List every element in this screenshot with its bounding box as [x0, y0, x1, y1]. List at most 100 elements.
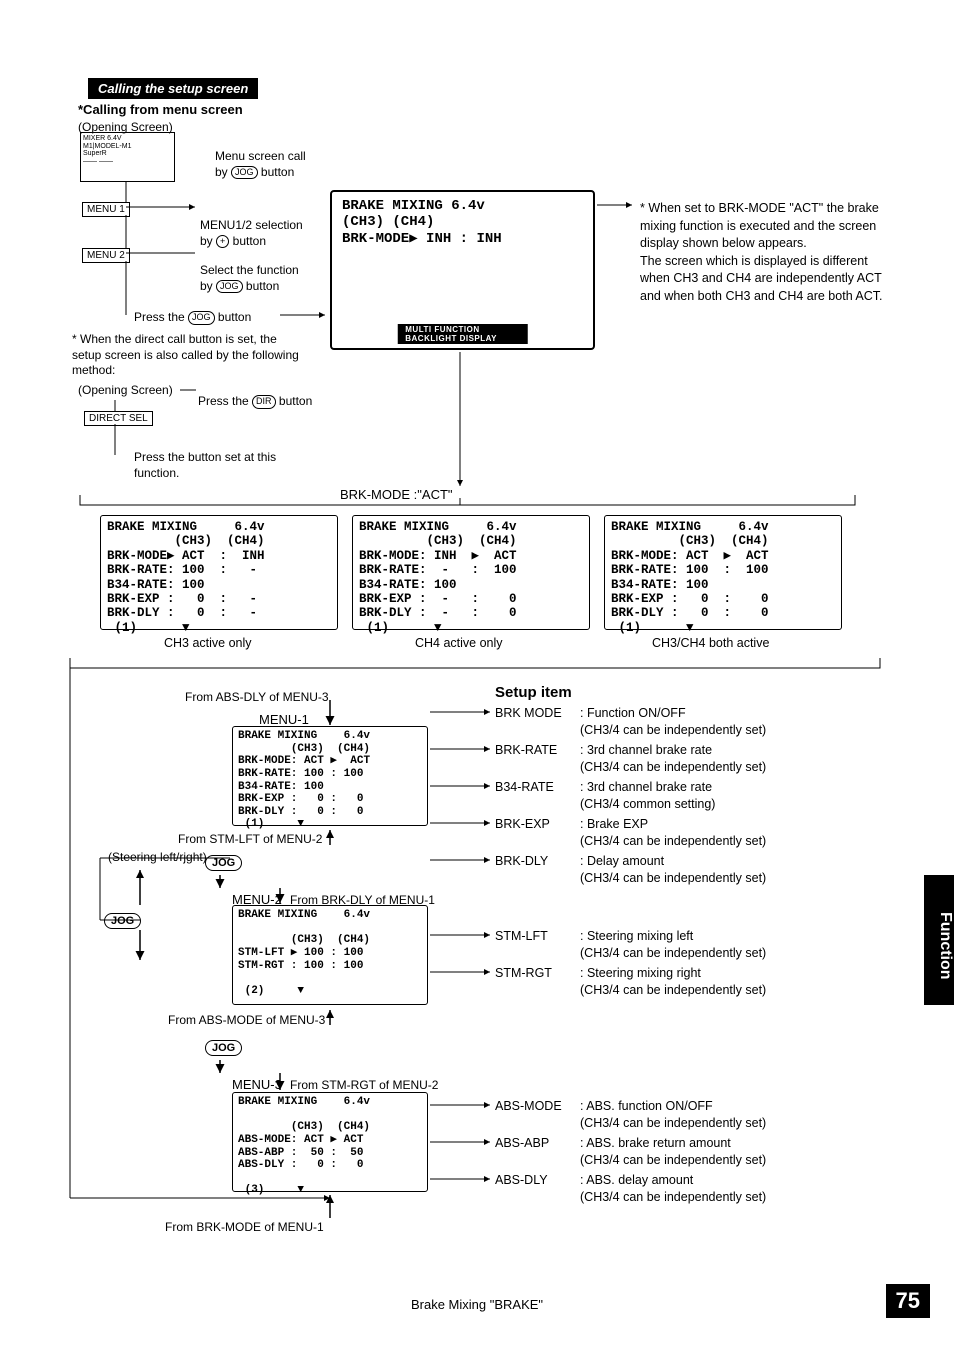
instr-menu-call: Menu screen call by JOG button — [215, 149, 306, 180]
instr-text: Select the function — [200, 263, 299, 279]
instr-select-fn: Select the function by JOG button — [200, 263, 299, 294]
setup-absmode: ABS-MODE: ABS. function ON/OFF (CH3/4 ca… — [495, 1098, 864, 1132]
lcd-flow-menu2: BRAKE MIXING 6.4v (CH3) (CH4) STM-LFT ▶ … — [232, 905, 428, 1005]
by-text: by — [215, 165, 228, 179]
jog-badge: JOG — [205, 1040, 242, 1056]
brk-mode-act-note: * When set to BRK-MODE "ACT" the brake m… — [640, 200, 895, 305]
setup-b34rate: B34-RATE: 3rd channel brake rate (CH3/4 … — [495, 779, 864, 813]
opening-screen-label-2: (Opening Screen) — [78, 383, 173, 397]
button-suffix: button — [218, 310, 251, 324]
from-brkmode-menu1: From BRK-MODE of MENU-1 — [165, 1220, 324, 1234]
press-text: Press the — [134, 310, 185, 324]
button-suffix: button — [246, 279, 279, 293]
instr-press-jog: Press the JOG button — [134, 310, 251, 326]
sub: (CH3/4 can be independently set) — [580, 1116, 766, 1130]
instr-press-dir: Press the DIR button — [198, 394, 312, 410]
main-brake-mixing-lcd: BRAKE MIXING 6.4v (CH3) (CH4) BRK-MODE▶ … — [330, 190, 595, 350]
sub: (CH3/4 can be independently set) — [580, 983, 766, 997]
desc: : ABS. brake return amount — [580, 1136, 731, 1150]
menu2-box: MENU 2 — [82, 248, 130, 263]
param: B34-RATE — [495, 779, 580, 796]
jog-badge: JOG — [104, 913, 141, 929]
page-number: 75 — [886, 1284, 930, 1318]
side-tab-function: Function — [924, 875, 954, 1005]
sub: (CH3/4 common setting) — [580, 797, 715, 811]
lcd-flow-menu3: BRAKE MIXING 6.4v (CH3) (CH4) ABS-MODE: … — [232, 1092, 428, 1192]
steering-lr-label: (Steering left/rjght) — [108, 850, 207, 864]
param: STM-RGT — [495, 965, 580, 982]
desc: : Steering mixing left — [580, 929, 693, 943]
desc: : Brake EXP — [580, 817, 648, 831]
sub: (CH3/4 can be independently set) — [580, 871, 766, 885]
from-absmode-menu3: From ABS-MODE of MENU-3 — [168, 1013, 325, 1027]
sub: (CH3/4 can be independently set) — [580, 834, 766, 848]
lcd-ch4-active: BRAKE MIXING 6.4v (CH3) (CH4) BRK-MODE: … — [352, 515, 590, 630]
desc: : Steering mixing right — [580, 966, 701, 980]
param: ABS-ABP — [495, 1135, 580, 1152]
cap-ch3: CH3 active only — [164, 636, 252, 650]
sub: (CH3/4 can be independently set) — [580, 723, 766, 737]
desc: : 3rd channel brake rate — [580, 780, 712, 794]
instr-text: MENU1/2 selection — [200, 218, 303, 234]
button-suffix: button — [233, 234, 266, 248]
jog-btn-icon: JOG — [231, 166, 258, 180]
lcd-footer: MULTI FUNCTION BACKLIGHT DISPLAY — [397, 324, 528, 344]
desc: : ABS. delay amount — [580, 1173, 693, 1187]
cap-ch4: CH4 active only — [415, 636, 503, 650]
brk-mode-act-label: BRK-MODE :"ACT" — [340, 487, 453, 502]
menu1-box: MENU 1 — [82, 202, 130, 217]
cap-ch3ch4: CH3/CH4 both active — [652, 636, 769, 650]
param: BRK-EXP — [495, 816, 580, 833]
press-set-fn: Press the button set at this function. — [134, 450, 284, 481]
dir-btn-icon: DIR — [252, 395, 276, 409]
from-stmrgt-menu2: From STM-RGT of MENU-2 — [290, 1078, 438, 1092]
jog-badge: JOG — [205, 855, 242, 871]
calling-from-menu: *Calling from menu screen — [78, 102, 243, 117]
button-suffix: button — [279, 394, 312, 408]
direct-sel-box: DIRECT SEL — [84, 411, 153, 426]
instr-text: Menu screen call — [215, 149, 306, 165]
desc: : Delay amount — [580, 854, 664, 868]
param: BRK MODE — [495, 705, 580, 722]
setup-brkrate: BRK-RATE: 3rd channel brake rate (CH3/4 … — [495, 742, 864, 776]
lcd-flow-menu1: BRAKE MIXING 6.4v (CH3) (CH4) BRK-MODE: … — [232, 726, 428, 826]
by-text: by — [200, 234, 213, 248]
press-text: Press the — [198, 394, 249, 408]
button-suffix: button — [261, 165, 294, 179]
opening-screen-mini: MIXER 6.4V M1|MODEL-M1 SuperR —— —— — [80, 132, 175, 182]
param: STM-LFT — [495, 928, 580, 945]
from-absdly-menu3: From ABS-DLY of MENU-3 — [185, 690, 329, 704]
lcd-ch3ch4-active: BRAKE MIXING 6.4v (CH3) (CH4) BRK-MODE: … — [604, 515, 842, 630]
lcd-ch3-active: BRAKE MIXING 6.4v (CH3) (CH4) BRK-MODE▶ … — [100, 515, 338, 630]
param: BRK-RATE — [495, 742, 580, 759]
menu3-header: MENU-3 — [232, 1077, 282, 1092]
setup-brkdly: BRK-DLY: Delay amount (CH3/4 can be inde… — [495, 853, 864, 887]
lcd-line: BRAKE MIXING 6.4v — [342, 198, 583, 214]
desc: : Function ON/OFF — [580, 706, 686, 720]
setup-brkexp: BRK-EXP: Brake EXP (CH3/4 can be indepen… — [495, 816, 864, 850]
setup-item-header: Setup item — [495, 684, 572, 701]
param: ABS-MODE — [495, 1098, 580, 1115]
setup-stmlft: STM-LFT: Steering mixing left (CH3/4 can… — [495, 928, 864, 962]
desc: : ABS. function ON/OFF — [580, 1099, 713, 1113]
param: BRK-DLY — [495, 853, 580, 870]
header-tab: Calling the setup screen — [88, 78, 258, 99]
jog-btn-icon: JOG — [216, 280, 243, 294]
setup-stmrgt: STM-RGT: Steering mixing right (CH3/4 ca… — [495, 965, 864, 999]
by-text: by — [200, 279, 213, 293]
setup-absabp: ABS-ABP: ABS. brake return amount (CH3/4… — [495, 1135, 864, 1169]
lcd-line: (CH3) (CH4) — [342, 214, 583, 230]
direct-call-note: * When the direct call button is set, th… — [72, 332, 302, 379]
menu1-header: MENU-1 — [259, 712, 309, 727]
param: ABS-DLY — [495, 1172, 580, 1189]
sub: (CH3/4 can be independently set) — [580, 1190, 766, 1204]
instr-menu12-sel: MENU1/2 selection by + button — [200, 218, 303, 249]
plus-btn-icon: + — [216, 235, 229, 249]
sub: (CH3/4 can be independently set) — [580, 946, 766, 960]
from-stmlft-menu2: From STM-LFT of MENU-2 — [178, 832, 322, 846]
sub: (CH3/4 can be independently set) — [580, 1153, 766, 1167]
setup-absdly: ABS-DLY: ABS. delay amount (CH3/4 can be… — [495, 1172, 864, 1206]
jog-btn-icon: JOG — [188, 311, 215, 325]
setup-brkmode: BRK MODE: Function ON/OFF (CH3/4 can be … — [495, 705, 864, 739]
lcd-line: BRK-MODE▶ INH : INH — [342, 230, 583, 247]
